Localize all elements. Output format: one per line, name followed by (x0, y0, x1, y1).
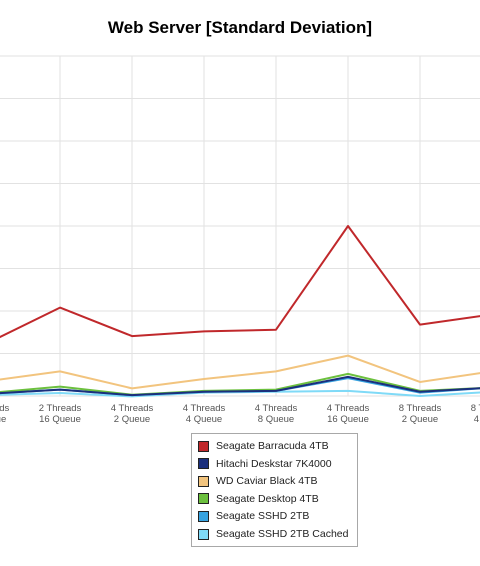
legend-label: Seagate SSHD 2TB (216, 510, 310, 523)
legend-swatch (198, 528, 209, 540)
legend-swatch (198, 458, 209, 470)
x-tick-label: 2 Threads 16 Queue (39, 403, 82, 425)
x-tick-label: 4 Threads 8 Queue (255, 403, 298, 425)
x-tick-label: 8 Threads 2 Queue (399, 403, 442, 425)
legend: Seagate Barracuda 4TB Hitachi Deskstar 7K… (191, 433, 358, 547)
legend-swatch (198, 493, 209, 505)
legend-swatch (198, 440, 209, 452)
series-layer (0, 225, 480, 398)
legend-item: Seagate Barracuda 4TB (198, 438, 329, 454)
series-line-wd-caviar-black-4tb (0, 354, 480, 390)
legend-swatch (198, 510, 209, 522)
legend-label: Hitachi Deskstar 7K4000 (216, 457, 332, 470)
grid-layer (0, 55, 480, 397)
series-line-seagate-barracuda-4tb (0, 225, 480, 339)
x-tick-label: 4 Threads 16 Queue (327, 403, 370, 425)
legend-item: Seagate Desktop 4TB (198, 491, 319, 507)
legend-item: Seagate SSHD 2TB Cached (198, 526, 349, 542)
legend-item: Hitachi Deskstar 7K4000 (198, 456, 332, 472)
legend-item: Seagate SSHD 2TB (198, 508, 309, 524)
series-line-seagate-desktop-4tb (0, 372, 480, 396)
legend-item: WD Caviar Black 4TB (198, 473, 318, 489)
series-line-seagate-sshd-2tb-cached (0, 389, 480, 398)
legend-label: WD Caviar Black 4TB (216, 475, 318, 488)
x-tick-label: 4 Threads 4 Queue (183, 403, 226, 425)
legend-label: Seagate SSHD 2TB Cached (216, 528, 349, 540)
chart-title: Web Server [Standard Deviation] (107, 18, 373, 37)
series-line-hitachi-deskstar-7k4000 (0, 375, 480, 397)
x-tick-label: 4 Threads 2 Queue (111, 403, 154, 425)
legend-label: Seagate Desktop 4TB (216, 492, 319, 505)
legend-swatch (198, 475, 209, 487)
legend-label: Seagate Barracuda 4TB (216, 440, 329, 452)
